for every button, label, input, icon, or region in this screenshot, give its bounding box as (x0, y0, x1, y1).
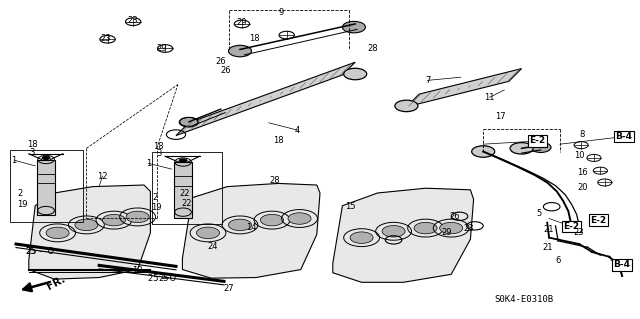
Text: S0K4-E0310B: S0K4-E0310B (494, 295, 553, 304)
Polygon shape (176, 62, 355, 136)
Text: 1: 1 (146, 159, 151, 168)
Text: 25 —O: 25 —O (148, 274, 177, 283)
Text: 17: 17 (495, 112, 506, 121)
Text: 25: 25 (158, 274, 168, 283)
Circle shape (102, 214, 125, 226)
Circle shape (472, 146, 495, 157)
Text: 25: 25 (26, 247, 36, 256)
Bar (10, 150, 83, 222)
Text: 18: 18 (273, 137, 284, 145)
Text: 2: 2 (152, 193, 157, 202)
Text: 16: 16 (577, 168, 588, 177)
Text: 19: 19 (152, 204, 162, 212)
Circle shape (179, 158, 188, 163)
Text: 22: 22 (179, 189, 189, 198)
Text: B-4: B-4 (614, 260, 630, 269)
Text: 26: 26 (449, 212, 460, 221)
Text: 23: 23 (128, 16, 138, 25)
Text: 5: 5 (536, 209, 541, 218)
Text: 23: 23 (100, 34, 111, 43)
Text: 19: 19 (17, 200, 28, 209)
Circle shape (228, 45, 252, 57)
Text: 6: 6 (556, 256, 561, 265)
Text: 14: 14 (246, 223, 256, 232)
Circle shape (350, 232, 373, 243)
Text: 29: 29 (237, 19, 247, 27)
Polygon shape (406, 69, 522, 107)
Text: 9: 9 (279, 8, 284, 17)
Circle shape (531, 142, 551, 152)
Circle shape (75, 219, 98, 231)
Circle shape (440, 222, 463, 234)
Text: 24: 24 (207, 242, 218, 251)
Text: 29: 29 (442, 228, 452, 237)
Bar (174, 162, 192, 218)
Text: 21: 21 (544, 225, 554, 234)
Circle shape (180, 117, 198, 126)
Text: 18: 18 (27, 140, 37, 149)
Text: B-4: B-4 (616, 132, 632, 141)
Circle shape (395, 100, 418, 112)
Text: 7: 7 (425, 76, 430, 85)
Circle shape (414, 222, 437, 234)
Text: 22: 22 (182, 199, 192, 208)
Text: 28: 28 (270, 176, 280, 185)
Circle shape (510, 143, 533, 154)
Text: 27: 27 (224, 284, 234, 293)
Text: 12: 12 (97, 172, 108, 181)
Text: 15: 15 (346, 202, 356, 211)
Text: 8: 8 (580, 130, 585, 139)
Text: 23: 23 (574, 228, 584, 237)
Text: E-2: E-2 (529, 137, 546, 145)
Text: 4: 4 (295, 126, 300, 135)
Text: 3: 3 (156, 149, 161, 158)
Circle shape (342, 21, 365, 33)
Text: 1: 1 (12, 156, 17, 165)
Text: 10: 10 (574, 151, 584, 160)
Circle shape (46, 227, 69, 239)
Text: 2: 2 (18, 189, 23, 198)
Text: E-2: E-2 (563, 222, 580, 231)
Text: 26: 26 (216, 57, 226, 66)
Circle shape (260, 214, 284, 226)
Text: 23: 23 (463, 224, 474, 233)
Text: 3: 3 (29, 148, 35, 157)
Text: 20: 20 (577, 183, 588, 192)
Text: FR.: FR. (45, 274, 67, 292)
Text: 28: 28 (367, 44, 378, 53)
Circle shape (382, 226, 405, 237)
Text: 18: 18 (250, 34, 260, 43)
Text: E-2: E-2 (590, 216, 607, 225)
Text: 13: 13 (132, 266, 143, 275)
Text: 21: 21 (542, 243, 552, 252)
Circle shape (288, 213, 311, 224)
Polygon shape (29, 185, 150, 279)
Text: 25 —O: 25 —O (26, 247, 54, 256)
Text: 11: 11 (484, 93, 495, 102)
Circle shape (126, 211, 149, 223)
Circle shape (42, 156, 51, 160)
Text: 26: 26 (220, 66, 230, 75)
Bar (37, 160, 55, 215)
Circle shape (228, 219, 252, 231)
Bar (152, 152, 222, 224)
Circle shape (344, 68, 367, 80)
Text: 29: 29 (156, 44, 166, 53)
Polygon shape (333, 188, 474, 282)
Polygon shape (182, 183, 320, 278)
Circle shape (196, 227, 220, 239)
Text: 18: 18 (154, 142, 164, 151)
